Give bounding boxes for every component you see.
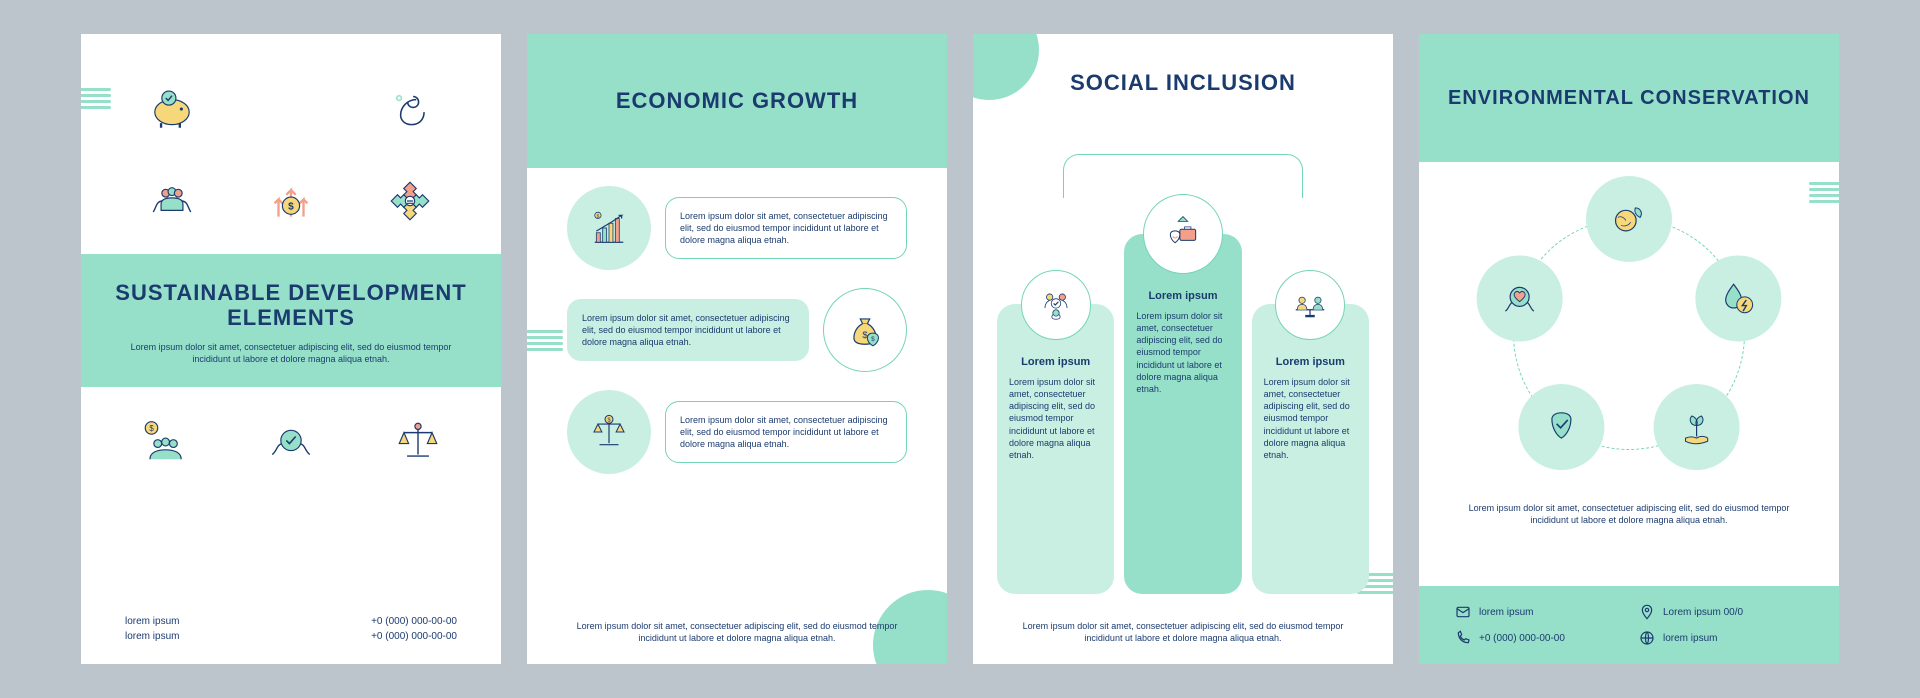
contact-text: Lorem ipsum 00/0 (1663, 607, 1743, 618)
col-text: Lorem ipsum dolor sit amet, consectetuer… (1009, 376, 1102, 461)
panel1-desc: Lorem ipsum dolor sit amet, consectetuer… (111, 341, 471, 365)
footer-text: Lorem ipsum dolor sit amet, consectetuer… (567, 620, 907, 644)
contact-text: lorem ipsum (125, 631, 179, 642)
panel3-col: Lorem ipsum Lorem ipsum dolor sit amet, … (1252, 304, 1369, 594)
contact-web: lorem ipsum (1639, 630, 1803, 646)
svg-text:$: $ (149, 424, 154, 433)
contact-location: Lorem ipsum 00/0 (1639, 604, 1803, 620)
phone-icon (1455, 630, 1471, 646)
water-bolt-icon (1695, 255, 1781, 341)
globe-hands-icon (252, 403, 330, 481)
contact-mail: lorem ipsum (1455, 604, 1619, 620)
panel1-contact: lorem ipsum lorem ipsum +0 (000) 000-00-… (81, 616, 501, 642)
panel2-card: Lorem ipsum dolor sit amet, consectetuer… (567, 299, 809, 361)
card-text: Lorem ipsum dolor sit amet, consectetuer… (582, 312, 794, 348)
panel3-col: Lorem ipsum Lorem ipsum dolor sit amet, … (997, 304, 1114, 594)
decor-lines (81, 88, 111, 109)
web-icon (1639, 630, 1655, 646)
panel4-contact: lorem ipsum Lorem ipsum 00/0 +0 (000) 00… (1419, 586, 1839, 664)
panel1-title: SUSTAINABLE DEVELOPMENT ELEMENTS (111, 280, 471, 331)
sprout-hand-icon (1654, 384, 1740, 470)
people-coin-icon: $ (125, 403, 203, 481)
col-label: Lorem ipsum (1148, 290, 1217, 302)
people-hands-icon (133, 162, 211, 240)
scales-icon (379, 403, 457, 481)
panel2-body: $ Lorem ipsum dolor sit amet, consectetu… (527, 168, 947, 474)
panel3-title: SOCIAL INCLUSION (973, 70, 1393, 95)
panel4-cycle (1479, 184, 1779, 484)
panel3-body: Lorem ipsum Lorem ipsum dolor sit amet, … (997, 174, 1369, 594)
contact-phone: +0 (000) 000-00-00 (371, 616, 457, 627)
mail-icon (1455, 604, 1471, 620)
col-text: Lorem ipsum dolor sit amet, consectetuer… (1136, 310, 1229, 395)
panel2-row: $ Lorem ipsum dolor sit amet, consectetu… (567, 186, 907, 270)
pin-icon (1639, 604, 1655, 620)
money-bag-icon: $$ (823, 288, 907, 372)
panel3-footer: Lorem ipsum dolor sit amet, consectetuer… (1013, 620, 1353, 644)
panel1-bottom-icons: $ (81, 387, 501, 481)
panel2-title: ECONOMIC GROWTH (616, 88, 858, 113)
contact-text: lorem ipsum (1663, 633, 1717, 644)
panel3-col: Lorem ipsum Lorem ipsum dolor sit amet, … (1124, 234, 1241, 594)
panel4-desc: Lorem ipsum dolor sit amet, consectetuer… (1463, 502, 1795, 526)
coin-up-icon: $ (252, 162, 330, 240)
chart-up-icon: $ (567, 186, 651, 270)
earth-leaf-icon (1586, 176, 1672, 262)
panel2-header: ECONOMIC GROWTH (527, 34, 947, 168)
ok-hand-icon (371, 70, 449, 148)
piggy-bank-icon (133, 70, 211, 148)
card-text: Lorem ipsum dolor sit amet, consectetuer… (680, 210, 892, 246)
svg-text:$: $ (288, 202, 294, 213)
contact-text: lorem ipsum (125, 616, 179, 627)
svg-text:$: $ (607, 418, 610, 424)
panel-social: SOCIAL INCLUSION Lorem ipsum Lorem ipsum… (973, 34, 1393, 664)
decor-lines (527, 330, 563, 351)
panel1-top-icons: $ (81, 34, 501, 250)
panel-economic: ECONOMIC GROWTH $ Lorem ipsum dolor sit … (527, 34, 947, 664)
panel1-title-band: SUSTAINABLE DEVELOPMENT ELEMENTS Lorem i… (81, 254, 501, 387)
card-text: Lorem ipsum dolor sit amet, consectetuer… (680, 414, 892, 450)
panel2-footer: Lorem ipsum dolor sit amet, consectetuer… (567, 620, 907, 644)
decor-lines (1809, 182, 1839, 203)
col-label: Lorem ipsum (1276, 356, 1345, 368)
svg-text:$: $ (597, 214, 600, 220)
col-label: Lorem ipsum (1021, 356, 1090, 368)
group-check-icon (1021, 270, 1091, 340)
panel2-row: $ Lorem ipsum dolor sit amet, consectetu… (567, 390, 907, 474)
panel-environmental: ENVIRONMENTAL CONSERVATION Lorem ipsum d… (1419, 34, 1839, 664)
panel2-card: Lorem ipsum dolor sit amet, consectetuer… (665, 197, 907, 259)
col-text: Lorem ipsum dolor sit amet, consectetuer… (1264, 376, 1357, 461)
panel4-header: ENVIRONMENTAL CONSERVATION (1419, 34, 1839, 162)
panel-sustainable: $ SUSTAINABLE DEVELOPMENT ELEMENTS Lorem… (81, 34, 501, 664)
balance-people-icon (1275, 270, 1345, 340)
panel4-title: ENVIRONMENTAL CONSERVATION (1448, 87, 1810, 110)
panel2-card: Lorem ipsum dolor sit amet, consectetuer… (665, 401, 907, 463)
shield-check-icon (1518, 384, 1604, 470)
scale-coin-icon: $ (567, 390, 651, 474)
desc-text: Lorem ipsum dolor sit amet, consectetuer… (1463, 502, 1795, 526)
contact-text: lorem ipsum (1479, 607, 1533, 618)
contact-phone: +0 (000) 000-00-00 (1455, 630, 1619, 646)
heart-globe-icon (1477, 255, 1563, 341)
panel2-row: Lorem ipsum dolor sit amet, consectetuer… (567, 288, 907, 372)
contact-text: +0 (000) 000-00-00 (1479, 633, 1565, 644)
puzzle-icon (371, 162, 449, 240)
svg-text:$: $ (871, 336, 875, 343)
briefcase-shield-icon (1143, 194, 1223, 274)
contact-phone: +0 (000) 000-00-00 (371, 631, 457, 642)
footer-text: Lorem ipsum dolor sit amet, consectetuer… (1013, 620, 1353, 644)
